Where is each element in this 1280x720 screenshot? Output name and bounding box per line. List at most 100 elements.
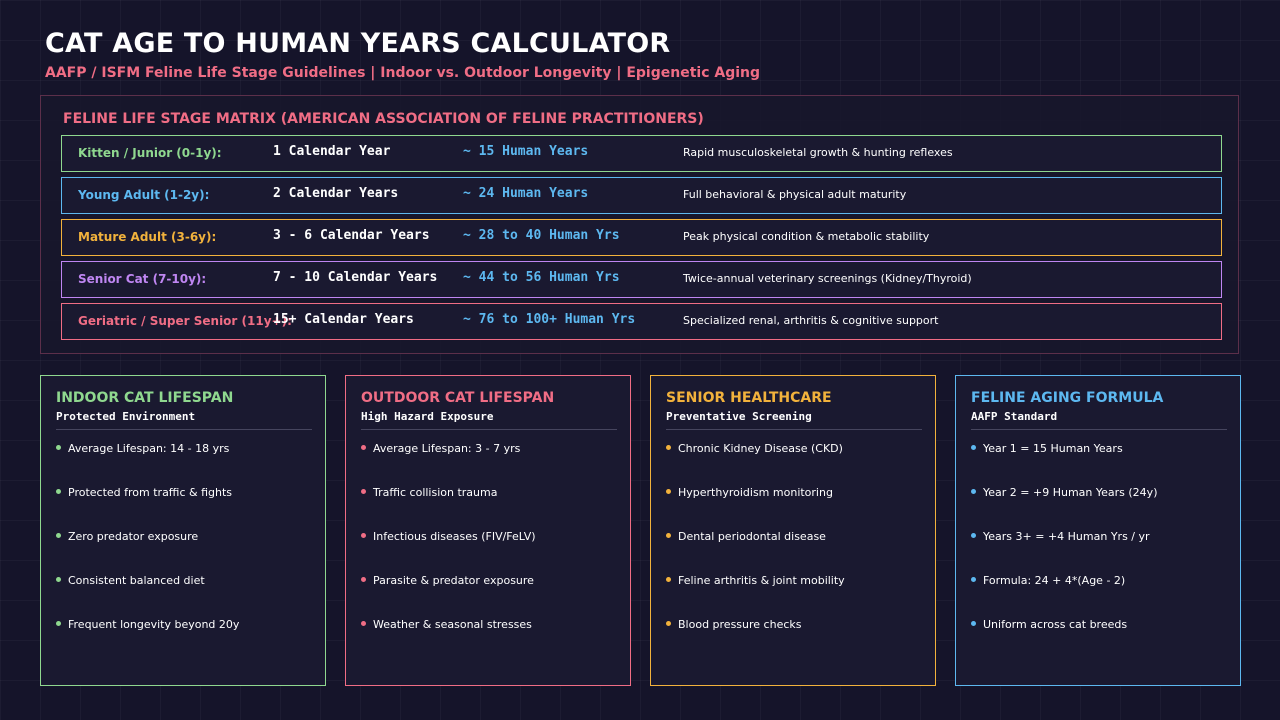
bullet-icon [666, 489, 671, 494]
list-item: Weather & seasonal stresses [361, 618, 532, 631]
card-divider [971, 429, 1227, 430]
human-years: ~ 44 to 56 Human Yrs [463, 270, 620, 285]
stage-description: Rapid musculoskeletal growth & hunting r… [683, 146, 953, 159]
card-subtitle: Preventative Screening [666, 410, 812, 423]
human-years: ~ 76 to 100+ Human Yrs [463, 312, 636, 327]
list-item-text: Traffic collision trauma [373, 486, 498, 499]
bullet-icon [666, 533, 671, 538]
card-divider [56, 429, 312, 430]
stage-label: Mature Adult (3-6y): [78, 230, 217, 244]
bullet-icon [666, 445, 671, 450]
list-item: Infectious diseases (FIV/FeLV) [361, 530, 536, 543]
bullet-icon [666, 621, 671, 626]
card-title: INDOOR CAT LIFESPAN [56, 390, 234, 406]
stage-description: Full behavioral & physical adult maturit… [683, 188, 907, 201]
calendar-years: 3 - 6 Calendar Years [273, 228, 430, 243]
bullet-icon [56, 621, 61, 626]
list-item: Average Lifespan: 3 - 7 yrs [361, 442, 520, 455]
card-subtitle: High Hazard Exposure [361, 410, 494, 423]
outdoor-lifespan-card: OUTDOOR CAT LIFESPAN High Hazard Exposur… [345, 375, 631, 686]
list-item-text: Average Lifespan: 14 - 18 yrs [68, 442, 230, 455]
bullet-icon [56, 445, 61, 450]
human-years: ~ 24 Human Years [463, 186, 589, 201]
list-item: Chronic Kidney Disease (CKD) [666, 442, 843, 455]
list-item: Uniform across cat breeds [971, 618, 1127, 631]
bullet-icon [361, 445, 366, 450]
stage-label: Senior Cat (7-10y): [78, 272, 207, 286]
stage-label: Kitten / Junior (0-1y): [78, 146, 222, 160]
human-years: ~ 28 to 40 Human Yrs [463, 228, 620, 243]
bullet-icon [56, 577, 61, 582]
bullet-icon [971, 445, 976, 450]
list-item-text: Average Lifespan: 3 - 7 yrs [373, 442, 521, 455]
stage-row-senior: Senior Cat (7-10y): 7 - 10 Calendar Year… [61, 261, 1222, 298]
list-item-text: Zero predator exposure [68, 530, 199, 543]
bullet-icon [56, 533, 61, 538]
senior-healthcare-card: SENIOR HEALTHCARE Preventative Screening… [650, 375, 936, 686]
list-item: Year 2 = +9 Human Years (24y) [971, 486, 1157, 499]
stage-row-kitten: Kitten / Junior (0-1y): 1 Calendar Year … [61, 135, 1222, 172]
list-item-text: Uniform across cat breeds [983, 618, 1128, 631]
card-subtitle: AAFP Standard [971, 410, 1058, 423]
list-item: Hyperthyroidism monitoring [666, 486, 833, 499]
calendar-years: 1 Calendar Year [273, 144, 391, 159]
list-item-text: Consistent balanced diet [68, 574, 205, 587]
list-item-text: Year 2 = +9 Human Years (24y) [983, 486, 1158, 499]
calendar-years: 15+ Calendar Years [273, 312, 414, 327]
list-item: Parasite & predator exposure [361, 574, 534, 587]
card-divider [666, 429, 922, 430]
list-item-text: Years 3+ = +4 Human Yrs / yr [983, 530, 1150, 543]
stage-description: Peak physical condition & metabolic stab… [683, 230, 930, 243]
list-item-text: Parasite & predator exposure [373, 574, 534, 587]
list-item: Frequent longevity beyond 20y [56, 618, 239, 631]
list-item-text: Infectious diseases (FIV/FeLV) [373, 530, 536, 543]
list-item-text: Weather & seasonal stresses [373, 618, 532, 631]
list-item-text: Protected from traffic & fights [68, 486, 232, 499]
stage-row-mature-adult: Mature Adult (3-6y): 3 - 6 Calendar Year… [61, 219, 1222, 256]
bullet-icon [971, 489, 976, 494]
list-item: Feline arthritis & joint mobility [666, 574, 845, 587]
indoor-lifespan-card: INDOOR CAT LIFESPAN Protected Environmen… [40, 375, 326, 686]
list-item-text: Frequent longevity beyond 20y [68, 618, 240, 631]
page-title: CAT AGE TO HUMAN YEARS CALCULATOR [45, 28, 671, 59]
list-item: Formula: 24 + 4*(Age - 2) [971, 574, 1125, 587]
list-item: Consistent balanced diet [56, 574, 205, 587]
list-item: Years 3+ = +4 Human Yrs / yr [971, 530, 1150, 543]
calendar-years: 2 Calendar Years [273, 186, 399, 201]
bullet-icon [361, 621, 366, 626]
list-item: Average Lifespan: 14 - 18 yrs [56, 442, 229, 455]
card-subtitle: Protected Environment [56, 410, 196, 423]
card-title: OUTDOOR CAT LIFESPAN [361, 390, 555, 406]
card-title: SENIOR HEALTHCARE [666, 390, 832, 406]
bullet-icon [361, 577, 366, 582]
list-item: Zero predator exposure [56, 530, 198, 543]
bullet-icon [666, 577, 671, 582]
stage-label: Young Adult (1-2y): [78, 188, 210, 202]
list-item: Protected from traffic & fights [56, 486, 232, 499]
card-divider [361, 429, 617, 430]
list-item-text: Formula: 24 + 4*(Age - 2) [983, 574, 1126, 587]
list-item: Blood pressure checks [666, 618, 802, 631]
stage-row-young-adult: Young Adult (1-2y): 2 Calendar Years ~ 2… [61, 177, 1222, 214]
card-title: FELINE AGING FORMULA [971, 390, 1164, 406]
life-stage-matrix: FELINE LIFE STAGE MATRIX (AMERICAN ASSOC… [40, 95, 1239, 354]
matrix-title: FELINE LIFE STAGE MATRIX (AMERICAN ASSOC… [63, 111, 704, 127]
stage-label: Geriatric / Super Senior (11y+): [78, 314, 292, 328]
list-item-text: Dental periodontal disease [678, 530, 826, 543]
list-item-text: Hyperthyroidism monitoring [678, 486, 833, 499]
list-item-text: Year 1 = 15 Human Years [983, 442, 1123, 455]
bullet-icon [361, 533, 366, 538]
aging-formula-card: FELINE AGING FORMULA AAFP Standard Year … [955, 375, 1241, 686]
list-item-text: Feline arthritis & joint mobility [678, 574, 845, 587]
stage-row-geriatric: Geriatric / Super Senior (11y+): 15+ Cal… [61, 303, 1222, 340]
stage-description: Specialized renal, arthritis & cognitive… [683, 314, 939, 327]
list-item: Year 1 = 15 Human Years [971, 442, 1123, 455]
human-years: ~ 15 Human Years [463, 144, 589, 159]
bullet-icon [971, 533, 976, 538]
list-item-text: Blood pressure checks [678, 618, 802, 631]
list-item-text: Chronic Kidney Disease (CKD) [678, 442, 843, 455]
calendar-years: 7 - 10 Calendar Years [273, 270, 438, 285]
stage-description: Twice-annual veterinary screenings (Kidn… [683, 272, 972, 285]
bullet-icon [361, 489, 366, 494]
bullet-icon [56, 489, 61, 494]
